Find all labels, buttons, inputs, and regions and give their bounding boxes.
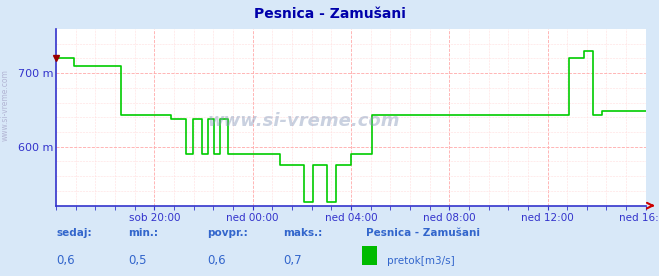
Text: Pesnica - Zamušani: Pesnica - Zamušani [254,7,405,21]
Text: 0,5: 0,5 [129,254,147,267]
Text: www.si-vreme.com: www.si-vreme.com [208,112,400,130]
Text: povpr.:: povpr.: [208,228,248,238]
Text: min.:: min.: [129,228,159,238]
Text: maks.:: maks.: [283,228,323,238]
Text: www.si-vreme.com: www.si-vreme.com [1,69,10,141]
Text: sedaj:: sedaj: [56,228,92,238]
Text: 0,7: 0,7 [283,254,302,267]
Text: 0,6: 0,6 [208,254,226,267]
Text: pretok[m3/s]: pretok[m3/s] [387,256,455,266]
Text: 0,6: 0,6 [56,254,74,267]
Text: Pesnica - Zamušani: Pesnica - Zamušani [366,228,480,238]
